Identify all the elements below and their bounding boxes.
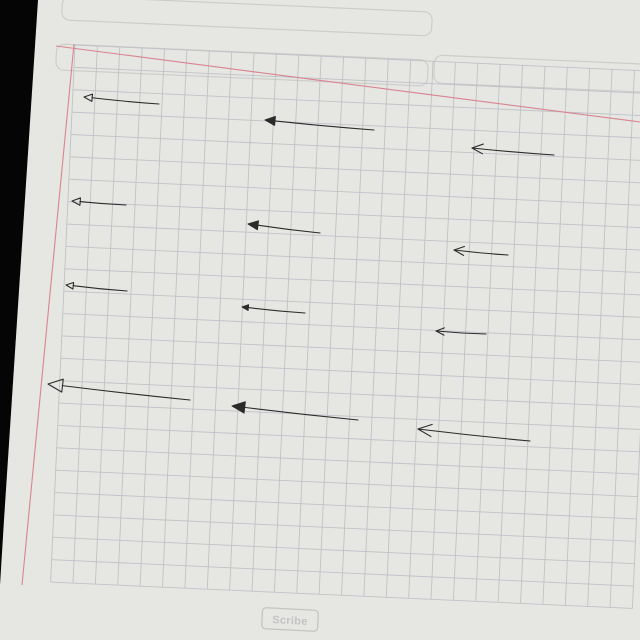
arrow-shaft	[435, 330, 487, 335]
grid-line-horizontal	[61, 335, 640, 363]
arrow-shaft	[79, 201, 127, 206]
grid-line-horizontal	[55, 469, 638, 498]
grid-line-horizontal	[53, 514, 636, 542]
arrowhead-open	[83, 93, 94, 102]
arrowhead-open	[71, 197, 82, 206]
arrow-shaft	[274, 120, 375, 131]
grid-line-horizontal	[66, 223, 640, 251]
arrow-r1-c3	[471, 143, 555, 156]
header-box-mid	[55, 43, 429, 87]
arrow-r4-c1	[47, 378, 191, 401]
grid-line-vertical	[50, 44, 76, 583]
arrow-shaft	[257, 224, 321, 234]
arrow-r2-c2	[247, 220, 321, 234]
arrowhead-line	[417, 423, 433, 438]
grid-line-horizontal	[59, 380, 640, 408]
arrow-r2-c3	[453, 245, 509, 256]
arrowhead-filled	[264, 115, 276, 126]
arrow-shaft	[243, 406, 359, 421]
arrow-r1-c2	[264, 115, 375, 131]
arrow-shaft	[453, 249, 509, 256]
margin-line-vertical	[21, 43, 75, 586]
grid-line-horizontal	[64, 268, 640, 296]
grid-line-horizontal	[71, 111, 640, 139]
arrow-r3-c1	[65, 281, 128, 292]
grid-line-horizontal	[58, 402, 640, 430]
arrowhead-open	[47, 378, 64, 393]
arrow-r4-c2	[231, 401, 359, 421]
grid-line-horizontal	[69, 156, 640, 184]
hand-drawn-arrows	[47, 93, 555, 442]
arrow-r1-c1	[83, 93, 160, 105]
grid-line-horizontal	[50, 581, 633, 609]
arrow-shaft	[72, 285, 128, 292]
arrow-r3-c3	[435, 327, 487, 336]
arrow-shaft	[247, 307, 306, 314]
grid-line-horizontal	[73, 66, 640, 95]
grid-lines	[50, 44, 640, 609]
brand-logo-frame	[261, 607, 319, 632]
grid-line-horizontal	[54, 492, 637, 520]
grid-line-horizontal	[57, 424, 640, 453]
brand-logo: Scribe	[261, 607, 319, 632]
arrow-shaft	[417, 428, 531, 442]
grid-line-horizontal	[62, 313, 640, 341]
grid-line-horizontal	[63, 290, 640, 319]
margin-line-horizontal	[55, 45, 640, 123]
header-box-right	[433, 54, 640, 94]
arrowhead-line	[435, 327, 445, 336]
grid-line-horizontal	[67, 201, 640, 229]
arrow-shaft	[91, 97, 160, 105]
brand-label: Scribe	[272, 614, 308, 628]
arrowhead-line	[471, 143, 484, 155]
arrow-r3-c2	[241, 304, 306, 314]
paper-content: Scribe	[21, 0, 640, 632]
arrowhead-filled	[241, 304, 250, 311]
grid-line-horizontal	[68, 178, 640, 207]
arrowhead-open	[65, 281, 75, 290]
grid-line-horizontal	[56, 447, 639, 475]
arrowhead-line	[453, 245, 465, 256]
grid-line-horizontal	[52, 536, 635, 565]
arrowhead-filled	[231, 401, 246, 414]
arrow-shaft	[61, 385, 191, 401]
grid-line-horizontal	[70, 134, 640, 162]
grid-line-horizontal	[51, 559, 634, 587]
arrowhead-filled	[247, 220, 260, 231]
grid-line-horizontal	[60, 357, 640, 386]
arrow-shaft	[471, 147, 555, 156]
grid-line-horizontal	[65, 245, 640, 274]
header-box-left	[61, 0, 433, 37]
grid-line-horizontal	[74, 44, 640, 72]
arrow-r4-c3	[417, 423, 531, 442]
arrow-r2-c1	[71, 197, 127, 206]
